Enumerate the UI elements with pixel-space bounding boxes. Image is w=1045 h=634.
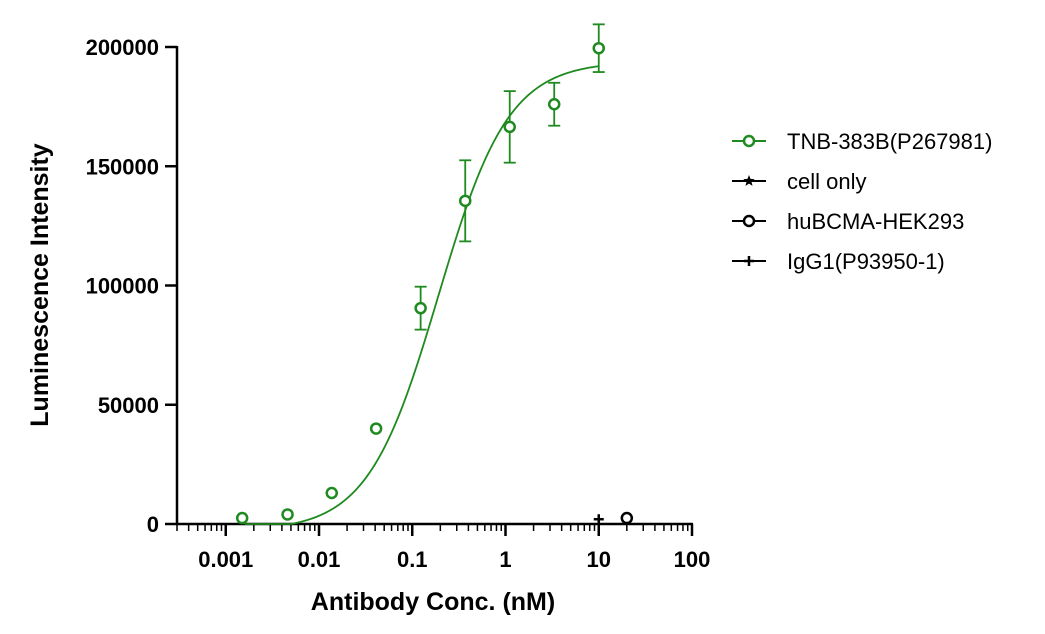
legend-marker: [743, 175, 755, 186]
data-point: [235, 511, 249, 525]
legend-label: cell only: [787, 169, 866, 194]
y-tick-label: 50000: [98, 393, 159, 418]
y-tick-label: 100000: [86, 274, 159, 299]
legend-entry-1: cell only: [732, 169, 866, 194]
legend-label: IgG1(P93950-1): [787, 249, 945, 274]
x-tick-label: 10: [587, 547, 611, 572]
legend-label: huBCMA-HEK293: [787, 209, 964, 234]
y-axis-title: Luminescence Intensity: [26, 143, 54, 427]
data-point: [593, 514, 604, 525]
fit-curve: [244, 65, 600, 525]
x-tick-label: 0.01: [298, 547, 341, 572]
y-tick-label: 0: [147, 512, 159, 537]
x-tick-label: 0.1: [397, 547, 428, 572]
data-point: [620, 511, 634, 525]
legend-marker: [742, 214, 756, 228]
data-point: [592, 41, 606, 55]
series-3: [593, 514, 604, 525]
x-tick-label: 1: [499, 547, 511, 572]
y-tick-label: 200000: [86, 35, 159, 60]
data-point: [458, 194, 472, 208]
plot-area: [235, 23, 634, 525]
legend-label: TNB-383B(P267981): [787, 129, 992, 154]
data-point: [281, 508, 294, 521]
legend-marker: [742, 134, 756, 148]
legend: TNB-383B(P267981) cell only huBCMA-HEK293 I…: [732, 129, 992, 274]
data-point: [547, 97, 561, 111]
legend-entry-2: huBCMA-HEK293: [732, 209, 964, 234]
x-tick-label: 0.001: [198, 547, 253, 572]
y-tick-label: 150000: [86, 154, 159, 179]
legend-entry-3: IgG1(P93950-1): [732, 249, 945, 274]
data-point: [414, 301, 427, 315]
data-point: [369, 422, 383, 435]
x-tick-label: 100: [674, 547, 711, 572]
series-2: [620, 511, 634, 525]
x-axis-title: Antibody Conc. (nM): [311, 588, 555, 616]
legend-entry-0: TNB-383B(P267981): [732, 129, 992, 154]
data-point: [325, 486, 339, 500]
series-0: [235, 23, 606, 525]
legend-marker: [744, 256, 754, 266]
data-point: [503, 120, 516, 134]
axes: 0.001 0.01 0.1 1 10 100 0 50000 100000 150000 2000…: [86, 35, 711, 572]
